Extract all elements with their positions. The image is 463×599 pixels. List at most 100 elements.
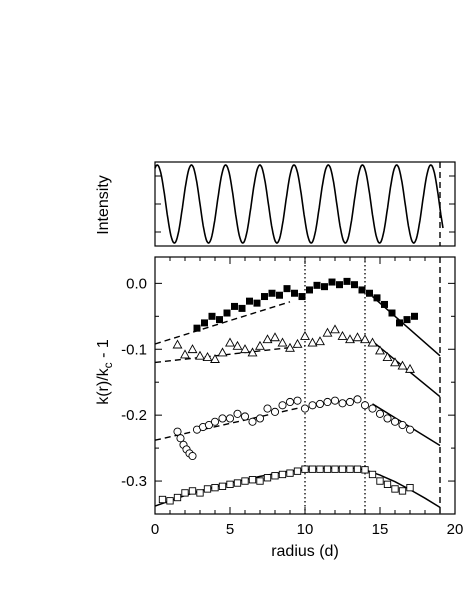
x-axis-label: radius (d) xyxy=(271,543,339,560)
filled-square-point xyxy=(201,319,208,327)
open-square-point xyxy=(316,465,324,473)
open-square-point xyxy=(293,467,302,475)
open-square-point xyxy=(166,497,174,505)
open-triangle-point xyxy=(345,334,355,344)
open-triangle-point xyxy=(217,347,228,357)
y-tick-label: 0.0 xyxy=(126,275,147,292)
open-circle-point xyxy=(383,414,392,423)
open-square-point xyxy=(226,480,234,488)
open-circle-point xyxy=(233,409,242,418)
filled-square-point xyxy=(231,302,238,310)
open-circle-point xyxy=(330,396,340,405)
filled-square-point xyxy=(403,316,411,324)
filled-square-point xyxy=(373,294,381,302)
open-square-point xyxy=(361,466,369,474)
open-triangle-point xyxy=(285,342,295,352)
open-circle-point xyxy=(176,434,185,443)
open-circle-point xyxy=(293,396,302,405)
open-circle-point xyxy=(270,407,280,416)
open-triangle-point xyxy=(210,354,220,363)
open-square-point xyxy=(368,470,377,479)
open-square-point xyxy=(323,465,332,473)
filled-square-point xyxy=(298,293,306,301)
open-triangle-point xyxy=(270,332,280,342)
filled-square-point xyxy=(396,319,403,327)
open-square-point xyxy=(308,465,317,473)
open-square-point xyxy=(391,485,399,493)
open-circle-point xyxy=(300,404,310,413)
open-triangle-point xyxy=(277,337,288,347)
open-triangle-point xyxy=(322,327,333,337)
y-axis-label: k(r)/kc - 1 xyxy=(95,339,115,405)
open-circle-point xyxy=(308,401,317,410)
open-triangle-point xyxy=(232,340,243,350)
open-square-point xyxy=(271,472,279,480)
intensity-panel: Intensity xyxy=(95,161,456,247)
filled-square-point xyxy=(208,312,216,320)
filled-square-point xyxy=(343,277,351,285)
filled-square-point xyxy=(216,316,223,324)
open-circle-point xyxy=(345,397,355,407)
wavenumber-panel: 0 5 10 15 20 0.0 -0.1 -0.2 -0.3 radius (d) k(r)/… xyxy=(95,256,463,560)
intensity-y-ticks xyxy=(155,175,455,233)
open-triangle-point xyxy=(180,349,190,359)
open-triangle-point xyxy=(240,344,250,354)
filled-square-point xyxy=(321,283,328,291)
y-axis-label-subscript: c xyxy=(101,362,115,368)
intensity-wave xyxy=(154,164,444,244)
open-triangle-point xyxy=(255,340,265,350)
filled-square-point xyxy=(238,304,246,312)
open-square-point xyxy=(278,470,287,479)
x-tick-label: 15 xyxy=(372,521,389,538)
reference-lines xyxy=(304,257,441,514)
data-points xyxy=(158,277,418,505)
filled-square-point xyxy=(306,286,313,294)
open-square-point xyxy=(376,477,384,485)
open-triangle-point xyxy=(367,337,378,347)
filled-square-point xyxy=(276,291,283,299)
filled-square-point xyxy=(193,324,201,332)
open-circle-point xyxy=(225,414,235,423)
filled-square-point xyxy=(261,293,268,301)
filled-square-point xyxy=(411,312,418,320)
x-tick-label: 20 xyxy=(447,521,463,538)
open-triangle-point xyxy=(300,330,310,340)
open-square-point xyxy=(331,465,339,473)
open-triangle-point xyxy=(202,352,213,361)
filled-square-point xyxy=(328,278,336,286)
open-triangle-point xyxy=(390,357,400,367)
filled-square-point xyxy=(246,297,253,305)
open-circle-point xyxy=(390,417,400,426)
open-square-point xyxy=(196,489,204,497)
open-square-point xyxy=(301,465,309,473)
open-triangle-point xyxy=(360,334,370,344)
filled-square-point xyxy=(268,289,276,297)
open-square-point xyxy=(398,487,407,495)
open-square-point xyxy=(383,480,392,488)
open-circle-point xyxy=(375,409,385,418)
filled-square-point xyxy=(388,309,396,317)
open-triangle-point xyxy=(405,363,415,373)
open-square-point xyxy=(173,493,182,502)
open-square-point xyxy=(286,469,294,477)
open-triangle-point xyxy=(307,337,318,347)
open-square-point xyxy=(218,482,227,490)
open-triangle-point xyxy=(195,350,205,360)
filled-square-point xyxy=(381,300,388,308)
open-circle-point xyxy=(368,404,377,413)
y-tick-label: -0.3 xyxy=(121,473,147,490)
open-triangle-point xyxy=(187,344,198,354)
open-square-point xyxy=(346,465,354,473)
open-square-point xyxy=(248,476,257,484)
open-circle-point xyxy=(204,420,214,430)
intensity-y-axis-label: Intensity xyxy=(95,175,112,235)
filled-square-point xyxy=(313,281,321,289)
open-circle-point xyxy=(353,395,362,404)
open-circle-point xyxy=(188,451,197,461)
open-square-point xyxy=(263,474,272,482)
fit-line-dashed xyxy=(154,345,306,364)
open-square-point xyxy=(233,479,242,487)
filled-square-point xyxy=(291,289,298,297)
open-square-point xyxy=(256,477,264,485)
open-square-point xyxy=(203,485,212,493)
